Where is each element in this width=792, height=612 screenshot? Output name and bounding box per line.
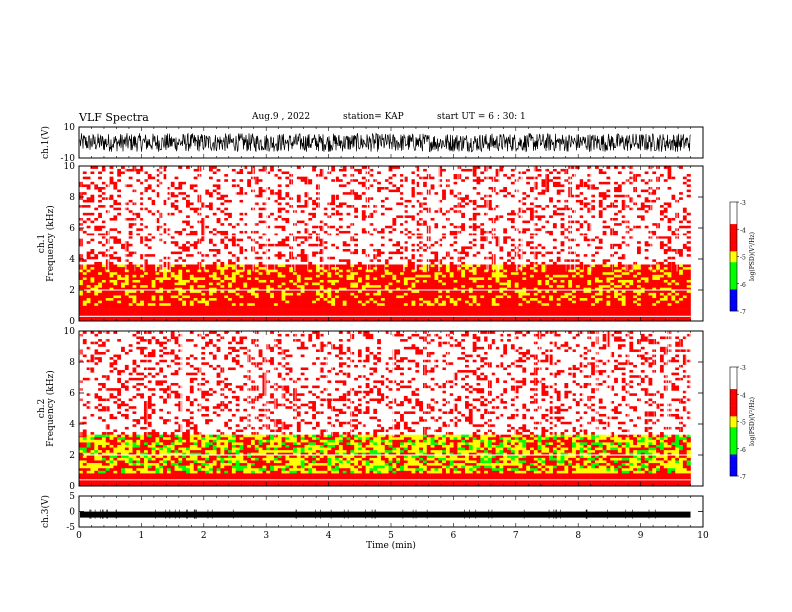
ylabel-ch2-spectrogram-1: Frequency (kHz) <box>45 370 56 447</box>
xtick-label-3: 3 <box>263 531 269 541</box>
ytick-label-ch2-spectrogram-0: 0 <box>69 482 75 492</box>
ytick-label-ch1-spectrogram-3: 6 <box>69 224 75 234</box>
ytick-label-ch1-spectrogram-2: 4 <box>69 255 75 265</box>
colorbar-tick-ch2-spectrogram-0: -3 <box>740 365 746 372</box>
colorbar-tick-ch2-spectrogram-1: -4 <box>740 392 746 399</box>
ytick-label-ch1-spectrogram-4: 8 <box>69 193 75 203</box>
xaxis-label: Time (min) <box>366 540 416 551</box>
ytick-label-ch3-waveform-2: -5 <box>66 523 75 533</box>
xtick-label-4: 4 <box>326 531 332 541</box>
colorbar-tick-ch1-spectrogram-4: -7 <box>740 309 746 316</box>
ytick-label-ch3-waveform-1: 0 <box>69 508 75 518</box>
colorbar-tick-ch2-spectrogram-3: -6 <box>740 447 746 454</box>
xtick-label-10: 10 <box>697 531 709 541</box>
xtick-label-0: 0 <box>76 531 82 541</box>
ylabel-ch1-waveform-0: ch.1(V) <box>40 126 51 159</box>
ylabel-ch2-spectrogram-0: ch.2 <box>37 399 47 418</box>
xtick-label-2: 2 <box>201 531 207 541</box>
spectrogram-ch1-spectrogram <box>79 166 691 322</box>
spectrogram-layer <box>79 166 692 487</box>
ytick-label-ch2-spectrogram-5: 10 <box>64 327 76 337</box>
waveform-layer <box>79 132 691 519</box>
ytick-label-ch1-spectrogram-1: 2 <box>69 286 75 296</box>
ytick-label-ch1-waveform-0: 10 <box>64 123 76 133</box>
ytick-label-ch1-waveform-1: -10 <box>61 154 76 164</box>
ytick-label-ch2-spectrogram-2: 4 <box>69 420 75 430</box>
ylabel-ch3-waveform-0: ch.3(V) <box>40 495 51 528</box>
ytick-label-ch3-waveform-0: 5 <box>69 492 75 502</box>
station-label: station= KAP <box>343 112 404 122</box>
colorbar-ch2-spectrogram: -3 -4 -5 -6 -7 log(PSD)(V²/Hz) <box>729 365 756 481</box>
xtick-label-7: 7 <box>513 531 519 541</box>
figure-title: VLF Spectra <box>79 111 149 124</box>
colorbar-label-ch1-spectrogram: log(PSD)(V²/Hz) <box>749 232 756 281</box>
xtick-label-9: 9 <box>638 531 644 541</box>
colorbar-label-ch2-spectrogram: log(PSD)(V²/Hz) <box>749 397 756 446</box>
colorbar-tick-ch1-spectrogram-3: -6 <box>740 282 746 289</box>
ytick-label-ch1-spectrogram-5: 10 <box>64 162 76 172</box>
ytick-label-ch2-spectrogram-4: 8 <box>69 358 75 368</box>
ch1-trace <box>79 132 691 153</box>
xtick-label-8: 8 <box>575 531 581 541</box>
ytick-label-ch2-spectrogram-1: 2 <box>69 451 75 461</box>
colorbar-tick-ch2-spectrogram-4: -7 <box>740 474 746 481</box>
xtick-label-5: 5 <box>388 531 394 541</box>
colorbar-ch1-spectrogram: -3 -4 -5 -6 -7 log(PSD)(V²/Hz) <box>729 200 756 316</box>
spectrogram-ch2-spectrogram <box>79 331 692 487</box>
colorbar-tick-ch1-spectrogram-0: -3 <box>740 200 746 207</box>
colorbar-tick-ch1-spectrogram-1: -4 <box>740 227 746 234</box>
colorbar-tick-ch1-spectrogram-2: -5 <box>740 255 746 262</box>
ylabel-ch1-spectrogram-0: ch.1 <box>37 234 47 253</box>
xtick-label-6: 6 <box>451 531 457 541</box>
start-time-label: start UT = 6 : 30: 1 <box>437 112 526 122</box>
ylabel-ch1-spectrogram-1: Frequency (kHz) <box>45 205 56 282</box>
date-label: Aug.9 , 2022 <box>252 112 310 122</box>
ytick-label-ch2-spectrogram-3: 6 <box>69 389 75 399</box>
ch3-trace <box>80 511 691 518</box>
ytick-label-ch1-spectrogram-0: 0 <box>69 317 75 327</box>
frame-ch3-waveform <box>78 495 704 528</box>
colorbar-tick-ch2-spectrogram-2: -5 <box>740 420 746 427</box>
xtick-label-1: 1 <box>139 531 145 541</box>
